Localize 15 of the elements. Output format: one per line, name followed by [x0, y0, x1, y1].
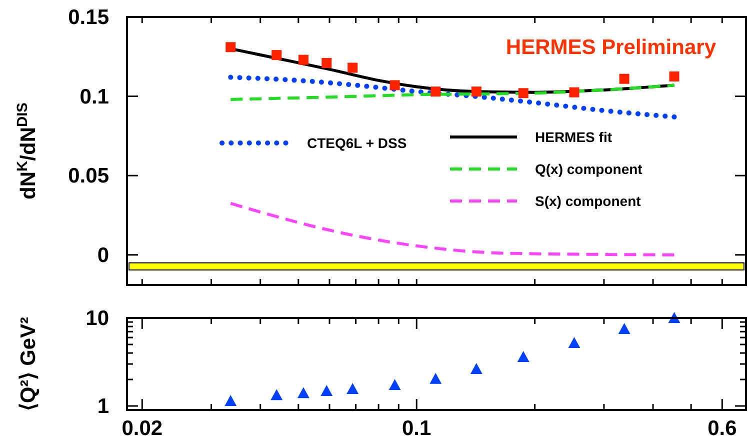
legend-label: CTEQ6L + DSS	[307, 135, 407, 151]
legend-label: HERMES fit	[535, 129, 612, 145]
x-tick-label: 0.02	[122, 417, 163, 440]
y-tick-label: 0.15	[68, 6, 110, 29]
x-tick-label: 0.6	[708, 417, 737, 440]
legend-label: Q(x) component	[535, 161, 643, 177]
y-axis-title: ⟨Q²⟩ GeV²	[17, 316, 40, 412]
legend-label: S(x) component	[535, 193, 642, 209]
annotation: HERMES Preliminary	[506, 36, 716, 59]
y-tick-label: 0.1	[80, 85, 110, 108]
y-tick-label: 0	[97, 244, 109, 267]
y-tick-label: 10	[86, 307, 109, 330]
x-tick-label: 0.1	[402, 417, 432, 440]
y-tick-label: 0.05	[68, 164, 110, 188]
y-tick-label: 1	[97, 394, 110, 418]
